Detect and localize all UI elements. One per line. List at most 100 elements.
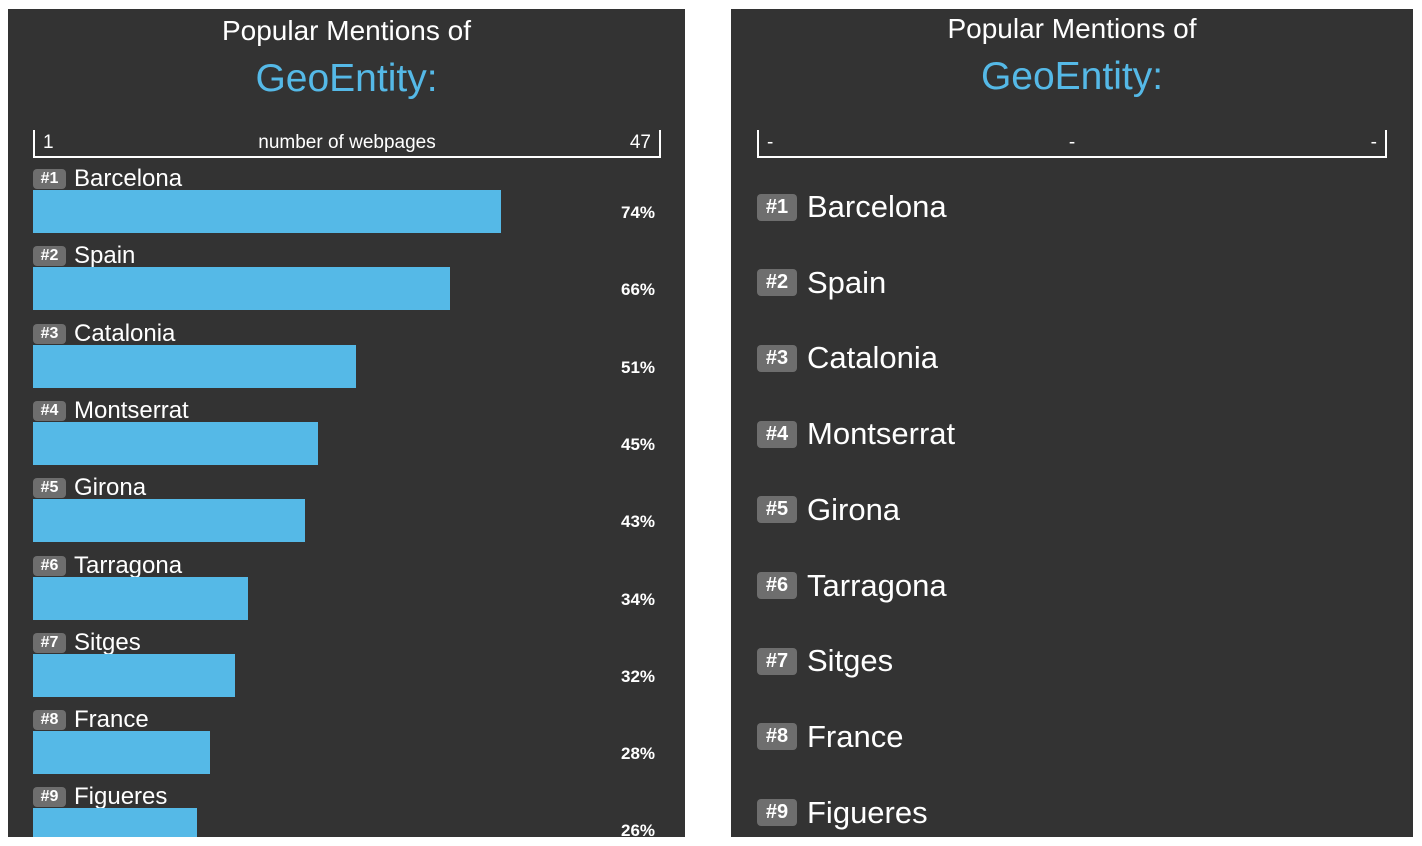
mention-label: #2 Spain [33,242,135,270]
rank-badge: #6 [33,555,66,576]
axis-max-label: - [1370,132,1377,153]
mention-bar[interactable] [33,576,249,620]
rank-badge: #7 [33,632,66,653]
mention-row: #9 Figueres 26% [8,783,685,837]
place-name: Catalonia [74,319,176,347]
mention-label: #1 Barcelona [757,189,947,225]
mention-label: #9 Figueres [33,783,167,811]
mention-label: #9 Figueres [757,795,928,831]
percent-label: 32% [621,666,656,686]
mention-bar[interactable] [33,653,236,697]
place-name: Spain [807,264,887,300]
axis-min-label: - [767,132,774,153]
mention-row: #3 Catalonia 51% [8,320,685,392]
place-name: Tarragona [807,567,947,603]
mention-row: #6 Tarragona [731,568,1413,608]
percent-label: 34% [621,589,656,609]
place-name: Figueres [807,794,928,830]
rank-badge: #6 [757,572,797,599]
mention-row: #8 France 28% [8,706,685,778]
place-name: Tarragona [74,551,183,579]
rank-badge: #3 [757,344,797,372]
mention-row: #4 Montserrat [731,416,1413,456]
mention-row: #1 Barcelona [731,189,1413,229]
mention-label: #8 France [757,719,903,755]
mention-label: #8 France [33,706,149,734]
entity-heading: GeoEntity: [255,57,438,100]
mention-row: #3 Catalonia [731,340,1413,380]
axis-scale: 1 number of webpages 47 [33,130,661,158]
mention-bar[interactable] [33,499,305,543]
mention-row: #6 Tarragona 34% [8,552,685,624]
mention-row: #8 France [731,719,1413,759]
place-name: Spain [74,242,136,270]
rank-badge: #5 [757,496,797,524]
axis-title: number of webpages [258,132,436,153]
mention-label: #2 Spain [757,265,886,301]
mention-bar[interactable] [33,344,356,388]
place-name: Catalonia [807,340,938,376]
panel-title: Popular Mentions of [947,13,1197,44]
mention-label: #6 Tarragona [33,552,182,580]
mention-label: #5 Girona [33,474,146,502]
percent-label: 45% [621,434,656,454]
mention-row: #4 Montserrat 45% [8,397,685,469]
mention-row: #2 Spain [731,265,1413,305]
axis-min-label: 1 [43,132,54,153]
place-name: Montserrat [807,416,956,452]
axis-scale: - - - [757,130,1387,158]
mention-row: #5 Girona [731,492,1413,532]
rank-badge: #4 [33,400,66,421]
mention-bar[interactable] [33,808,198,837]
place-name: Sitges [74,628,141,656]
place-name: France [807,718,904,754]
rank-badge: #9 [757,799,797,827]
mention-row: #9 Figueres [731,795,1413,835]
percent-label: 66% [621,280,656,300]
mention-label: #7 Sitges [757,643,893,679]
rank-badge: #8 [33,710,66,731]
percent-label: 26% [621,821,656,837]
rank-badge: #2 [33,246,66,267]
place-name: Girona [74,474,147,502]
mention-row: #7 Sitges 32% [8,629,685,701]
percent-label: 43% [621,512,656,532]
rank-badge: #9 [33,787,66,808]
mention-bar[interactable] [33,421,318,465]
entity-heading: GeoEntity: [980,55,1164,98]
place-name: Barcelona [807,189,947,224]
percent-label: 28% [621,744,656,764]
mention-bar[interactable] [33,731,211,775]
mention-label: #1 Barcelona [33,165,182,193]
mention-row: #5 Girona 43% [8,474,685,546]
axis-title: - [1068,132,1076,153]
rank-badge: #8 [757,723,797,751]
mention-bar[interactable] [33,190,501,233]
mention-label: #4 Montserrat [33,397,189,425]
place-name: Girona [807,491,901,527]
rank-badge: #2 [757,269,797,297]
percent-label: 74% [621,203,656,222]
mention-bar[interactable] [33,267,451,311]
right-panel: Popular Mentions of GeoEntity: - - - #1 B… [731,9,1413,837]
mention-row: #2 Spain 66% [8,242,685,314]
percent-label: 51% [621,357,656,377]
left-panel: Popular Mentions of GeoEntity: 1 number … [8,9,685,837]
rank-badge: #1 [33,169,66,189]
rank-badge: #1 [757,193,797,221]
mention-label: #7 Sitges [33,629,141,657]
mention-label: #5 Girona [757,492,900,528]
place-name: Sitges [807,643,894,679]
rank-badge: #5 [33,478,66,499]
mention-label: #3 Catalonia [33,320,175,348]
mention-label: #6 Tarragona [757,568,947,604]
rank-badge: #7 [757,647,797,675]
mention-label: #4 Montserrat [757,416,955,452]
rank-badge: #3 [33,323,66,344]
place-name: Montserrat [74,396,189,424]
mention-row: #1 Barcelona 74% [8,165,685,237]
place-name: France [74,706,149,734]
panel-title: Popular Mentions of [221,15,472,46]
place-name: Barcelona [74,165,183,192]
place-name: Figueres [74,783,168,811]
